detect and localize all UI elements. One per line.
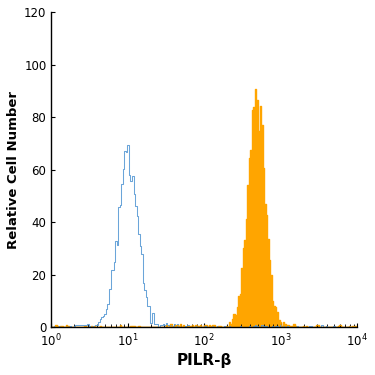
X-axis label: PILR-β: PILR-β xyxy=(177,353,232,368)
Y-axis label: Relative Cell Number: Relative Cell Number xyxy=(7,91,20,249)
